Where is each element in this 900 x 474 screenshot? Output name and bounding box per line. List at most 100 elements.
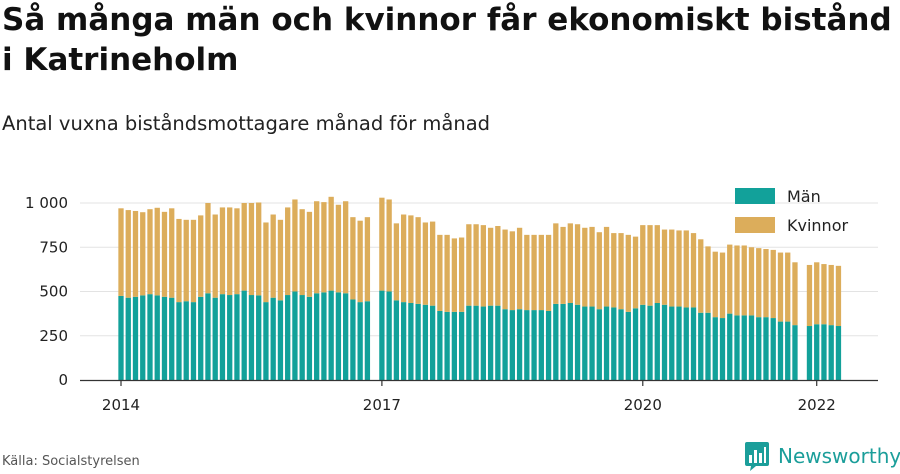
bar-kvinnor — [661, 229, 668, 305]
bar-kvinnor — [285, 207, 291, 296]
axes: 0 250 500 750 1 000 2014 2017 2020 2022 — [25, 194, 878, 414]
bar-kvinnor — [560, 226, 566, 304]
bar-kvinnor — [589, 226, 595, 307]
bar-man — [205, 293, 211, 380]
bar-kvinnor — [669, 229, 675, 307]
bar-kvinnor — [727, 244, 733, 314]
bar-kvinnor — [582, 227, 588, 307]
bar-kvinnor — [422, 222, 429, 305]
bar-man — [777, 321, 784, 380]
bar-kvinnor — [451, 238, 458, 312]
x-tick-label: 2020 — [624, 396, 662, 414]
legend-swatch — [735, 188, 775, 204]
bar-kvinnor — [792, 262, 798, 326]
legend: Män Kvinnor — [735, 187, 848, 235]
bar-kvinnor — [147, 209, 153, 295]
bar-man — [132, 296, 139, 380]
bar-kvinnor — [169, 208, 175, 298]
bar-kvinnor — [531, 234, 537, 311]
bar-man — [806, 326, 813, 380]
bar-kvinnor — [466, 224, 472, 306]
bar-kvinnor — [734, 245, 740, 316]
bar-kvinnor — [328, 196, 334, 291]
bar-man — [256, 295, 262, 380]
bar-kvinnor — [343, 201, 349, 294]
bar-man — [654, 303, 660, 380]
bar-man — [125, 297, 131, 380]
bar-man — [640, 304, 646, 380]
bar-kvinnor — [828, 264, 834, 326]
bar-man — [458, 311, 465, 380]
bar-man — [741, 315, 747, 380]
bar-kvinnor — [306, 211, 313, 297]
bar-kvinnor — [241, 203, 247, 291]
bar-man — [727, 313, 733, 380]
bar-man — [567, 303, 573, 380]
bar-kvinnor — [161, 211, 168, 297]
bar-kvinnor — [335, 204, 342, 293]
bar-kvinnor — [611, 233, 617, 308]
bar-man — [350, 299, 356, 380]
bar-kvinnor — [292, 199, 298, 292]
bar-kvinnor — [357, 220, 363, 303]
bar-man — [335, 292, 342, 380]
bar-man — [596, 309, 602, 380]
bar-man — [524, 310, 530, 380]
bar-kvinnor — [408, 215, 414, 304]
bar-man — [821, 324, 827, 380]
bar-kvinnor — [647, 225, 653, 306]
bar-kvinnor — [299, 209, 305, 296]
bar-man — [190, 302, 197, 380]
bar-kvinnor — [234, 208, 240, 295]
bar-kvinnor — [821, 264, 827, 325]
bar-man — [343, 293, 349, 380]
bar-man — [473, 305, 479, 380]
bar-kvinnor — [683, 230, 689, 308]
bar-man — [763, 317, 769, 380]
bar-man — [451, 311, 458, 380]
bar-man — [625, 311, 631, 380]
bar-kvinnor — [154, 207, 160, 296]
bar-man — [227, 295, 233, 380]
bar-man — [560, 303, 566, 380]
bar-man — [270, 297, 276, 380]
x-tick-label: 2014 — [102, 396, 140, 414]
bar-kvinnor — [205, 203, 211, 294]
bar-man — [712, 317, 718, 380]
bar-man — [719, 318, 726, 380]
bar-kvinnor — [545, 234, 552, 311]
y-tick-label: 1 000 — [25, 194, 68, 212]
bar-man — [538, 310, 544, 380]
y-tick-label: 750 — [39, 238, 68, 256]
bar-man — [118, 295, 124, 380]
bar-kvinnor — [509, 231, 515, 311]
bar-kvinnor — [698, 239, 704, 313]
legend-swatch — [735, 217, 775, 233]
bar-kvinnor — [118, 208, 124, 296]
bar-kvinnor — [400, 214, 407, 303]
bar-kvinnor — [183, 219, 189, 302]
bar-kvinnor — [741, 245, 747, 316]
bar-man — [545, 310, 552, 380]
bar-man — [509, 310, 515, 380]
bar-man — [415, 303, 421, 380]
bar-man — [553, 303, 559, 380]
bar-man — [502, 309, 508, 380]
bar-man — [437, 310, 443, 380]
x-tick-label: 2022 — [798, 396, 836, 414]
bar-man — [669, 306, 675, 380]
bar-man — [756, 317, 762, 380]
brand-logo: Newsworthy — [744, 440, 900, 472]
bar-man — [618, 309, 624, 380]
bar-man — [169, 297, 175, 380]
bar-man — [422, 304, 429, 380]
bar-man — [661, 304, 668, 380]
bar-man — [814, 324, 820, 380]
bar-man — [734, 315, 740, 380]
bar-man — [400, 302, 407, 380]
bar-kvinnor — [473, 224, 479, 306]
bar-kvinnor — [538, 234, 544, 311]
bar-man — [632, 308, 639, 380]
bar-man — [176, 302, 182, 380]
